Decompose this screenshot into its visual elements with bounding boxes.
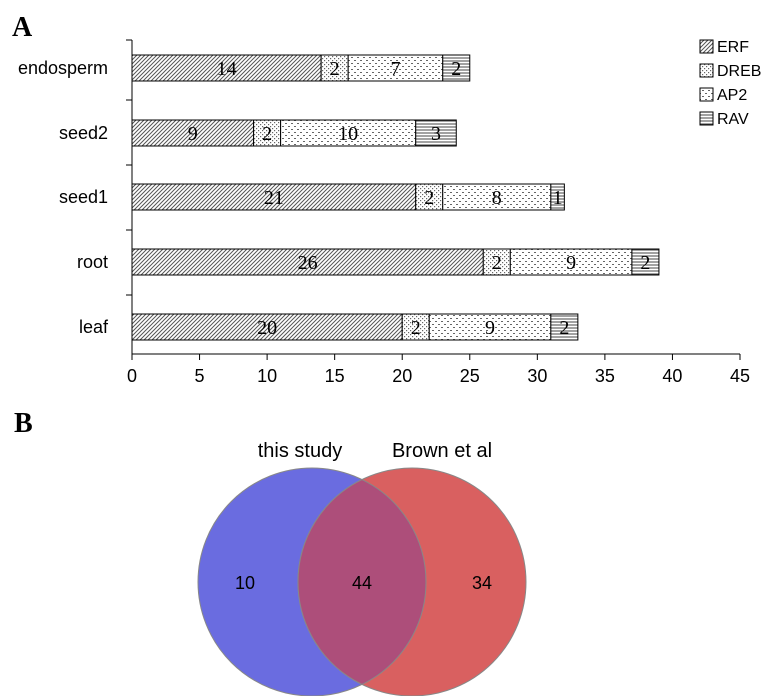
bar-leaf-ap2 — [428, 313, 552, 341]
x-tick-label: 45 — [730, 366, 750, 386]
data-label-seed1-dreb: 2 — [424, 187, 434, 209]
data-label-seed2-erf: 9 — [188, 123, 198, 145]
data-label-root-ap2: 9 — [566, 252, 576, 274]
bar-endosperm-erf — [131, 54, 322, 82]
bar-root-erf — [131, 248, 484, 276]
venn-diagram: this study Brown et al 10 44 34 — [197, 440, 527, 696]
bar-seed1-dreb — [415, 183, 444, 211]
category-label-root: root — [77, 252, 108, 272]
legend-label-dreb: DREB — [717, 63, 761, 80]
data-label-leaf-ap2: 9 — [485, 317, 495, 339]
bar-leaf-dreb — [401, 313, 430, 341]
panel-label-b: B — [14, 408, 33, 439]
data-label-root-erf: 26 — [298, 252, 318, 274]
data-label-seed2-ap2: 10 — [338, 123, 358, 145]
data-label-endosperm-rav: 2 — [451, 58, 461, 80]
bar-seed1-erf — [131, 183, 417, 211]
data-label-seed2-rav: 3 — [431, 123, 441, 145]
chart-legend: ERF DREB AP2 RAV — [699, 39, 761, 128]
bar-root-ap2 — [509, 248, 633, 276]
x-tick-label: 30 — [527, 366, 547, 386]
bar-seed1-ap2 — [442, 183, 552, 211]
legend-label-ap2: AP2 — [717, 87, 747, 104]
x-tick-label: 15 — [325, 366, 345, 386]
legend-swatch-rav — [699, 111, 714, 126]
data-label-leaf-rav: 2 — [559, 317, 569, 339]
category-label-seed1: seed1 — [59, 187, 108, 207]
legend-swatch-erf — [699, 39, 714, 54]
bar-seed2-rav — [415, 119, 457, 147]
data-label-root-rav: 2 — [640, 252, 650, 274]
bar-leaf-rav — [550, 313, 579, 341]
category-label-endosperm: endosperm — [18, 58, 108, 78]
x-tick-label: 35 — [595, 366, 615, 386]
x-tick-label: 25 — [460, 366, 480, 386]
data-label-endosperm-ap2: 7 — [390, 58, 400, 80]
data-label-seed1-rav: 1 — [553, 187, 563, 209]
data-label-root-dreb: 2 — [492, 252, 502, 274]
x-tick-label: 0 — [127, 366, 137, 386]
data-label-seed1-erf: 21 — [264, 187, 284, 209]
category-label-seed2: seed2 — [59, 123, 108, 143]
bar-endosperm-ap2 — [347, 54, 444, 82]
bar-leaf-erf — [131, 313, 403, 341]
venn-count-intersection: 44 — [352, 573, 372, 593]
bar-root-dreb — [482, 248, 511, 276]
bar-endosperm-rav — [442, 54, 471, 82]
venn-intersection — [297, 478, 427, 686]
venn-set-label-brown-et-al: Brown et al — [392, 440, 492, 462]
category-label-leaf: leaf — [79, 317, 109, 337]
data-label-endosperm-erf: 14 — [217, 58, 237, 80]
legend-swatch-dreb — [699, 63, 714, 78]
legend-label-erf: ERF — [717, 39, 749, 56]
legend-label-rav: RAV — [717, 111, 749, 128]
data-label-leaf-dreb: 2 — [411, 317, 421, 339]
bar-seed2-ap2 — [280, 119, 417, 147]
x-tick-label: 5 — [195, 366, 205, 386]
data-label-leaf-erf: 20 — [257, 317, 277, 339]
bar-root-rav — [631, 248, 660, 276]
x-tick-label: 20 — [392, 366, 412, 386]
legend-swatch-ap2 — [699, 87, 714, 102]
bar-seed1-rav — [550, 183, 565, 211]
x-tick-label: 40 — [662, 366, 682, 386]
panel-label-a: A — [12, 12, 33, 43]
data-label-seed2-dreb: 2 — [262, 123, 272, 145]
x-tick-label: 10 — [257, 366, 277, 386]
data-label-seed1-ap2: 8 — [492, 187, 502, 209]
venn-count-this-study: 10 — [235, 573, 255, 593]
venn-count-brown-et-al: 34 — [472, 573, 492, 593]
data-label-endosperm-dreb: 2 — [330, 58, 340, 80]
venn-set-label-this-study: this study — [258, 440, 342, 462]
